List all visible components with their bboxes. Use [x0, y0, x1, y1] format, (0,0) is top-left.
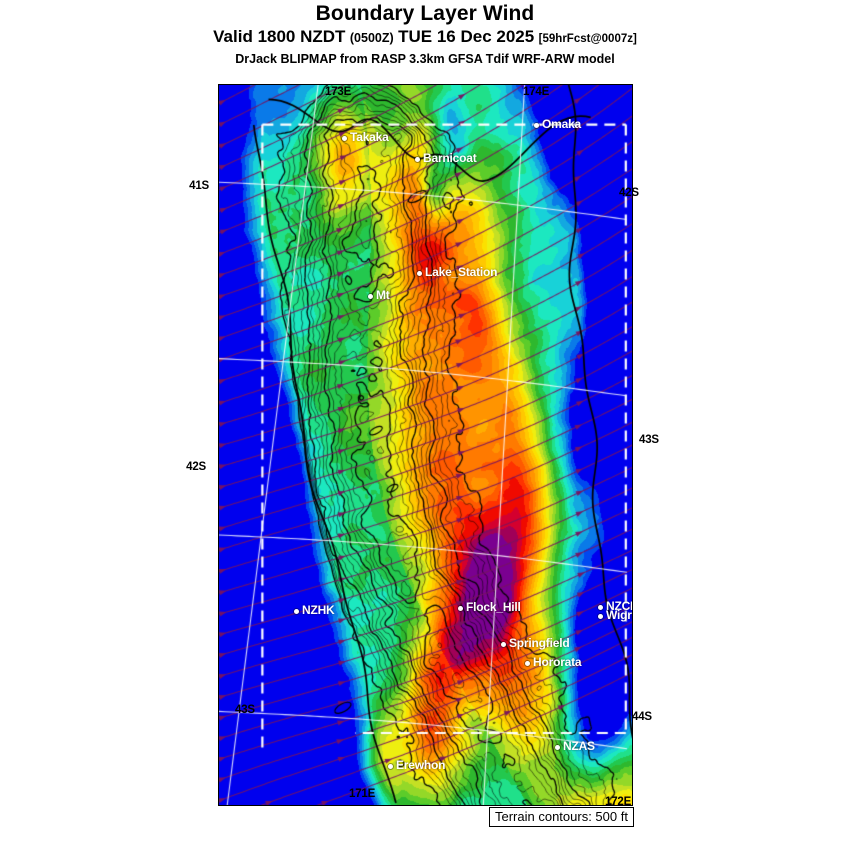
title-block: Boundary Layer Wind Valid 1800 NZDT (050… — [0, 2, 850, 68]
graticule-label: 172E — [605, 796, 632, 808]
valid-utc-time: (0500Z) — [349, 31, 394, 45]
terrain-contour-legend: Terrain contours: 500 ft — [489, 807, 634, 827]
page-title: Boundary Layer Wind — [315, 2, 535, 25]
graticule-label: 43S — [639, 434, 659, 446]
graticule-label: 42S — [619, 187, 639, 199]
graticule-label: 42S — [186, 461, 206, 473]
forecast-hour: [59hrFcst@0007z] — [538, 33, 637, 45]
graticule-label: 174E — [523, 86, 550, 98]
graticule-label: 43S — [235, 704, 255, 716]
model-source-line: DrJack BLIPMAP from RASP 3.3km GFSA Tdif… — [235, 52, 615, 66]
graticule-label: 171E — [349, 788, 376, 800]
graticule-label: 41S — [189, 180, 209, 192]
wind-field-canvas — [219, 85, 632, 805]
valid-local-time: Valid 1800 NZDT — [213, 27, 346, 46]
graticule-label: 44S — [632, 711, 652, 723]
valid-date: TUE 16 Dec 2025 — [398, 27, 535, 46]
colorbar-region: [kt] [kt] 246810121416182022242628303234… — [0, 816, 850, 860]
valid-time-line: Valid 1800 NZDT (0500Z) TUE 16 Dec 2025 … — [0, 26, 850, 50]
wind-map[interactable]: Takaka Barnicoat Omaka Lake_Station Mt NZHK Fl… — [218, 84, 633, 806]
graticule-label: 173E — [325, 86, 352, 98]
